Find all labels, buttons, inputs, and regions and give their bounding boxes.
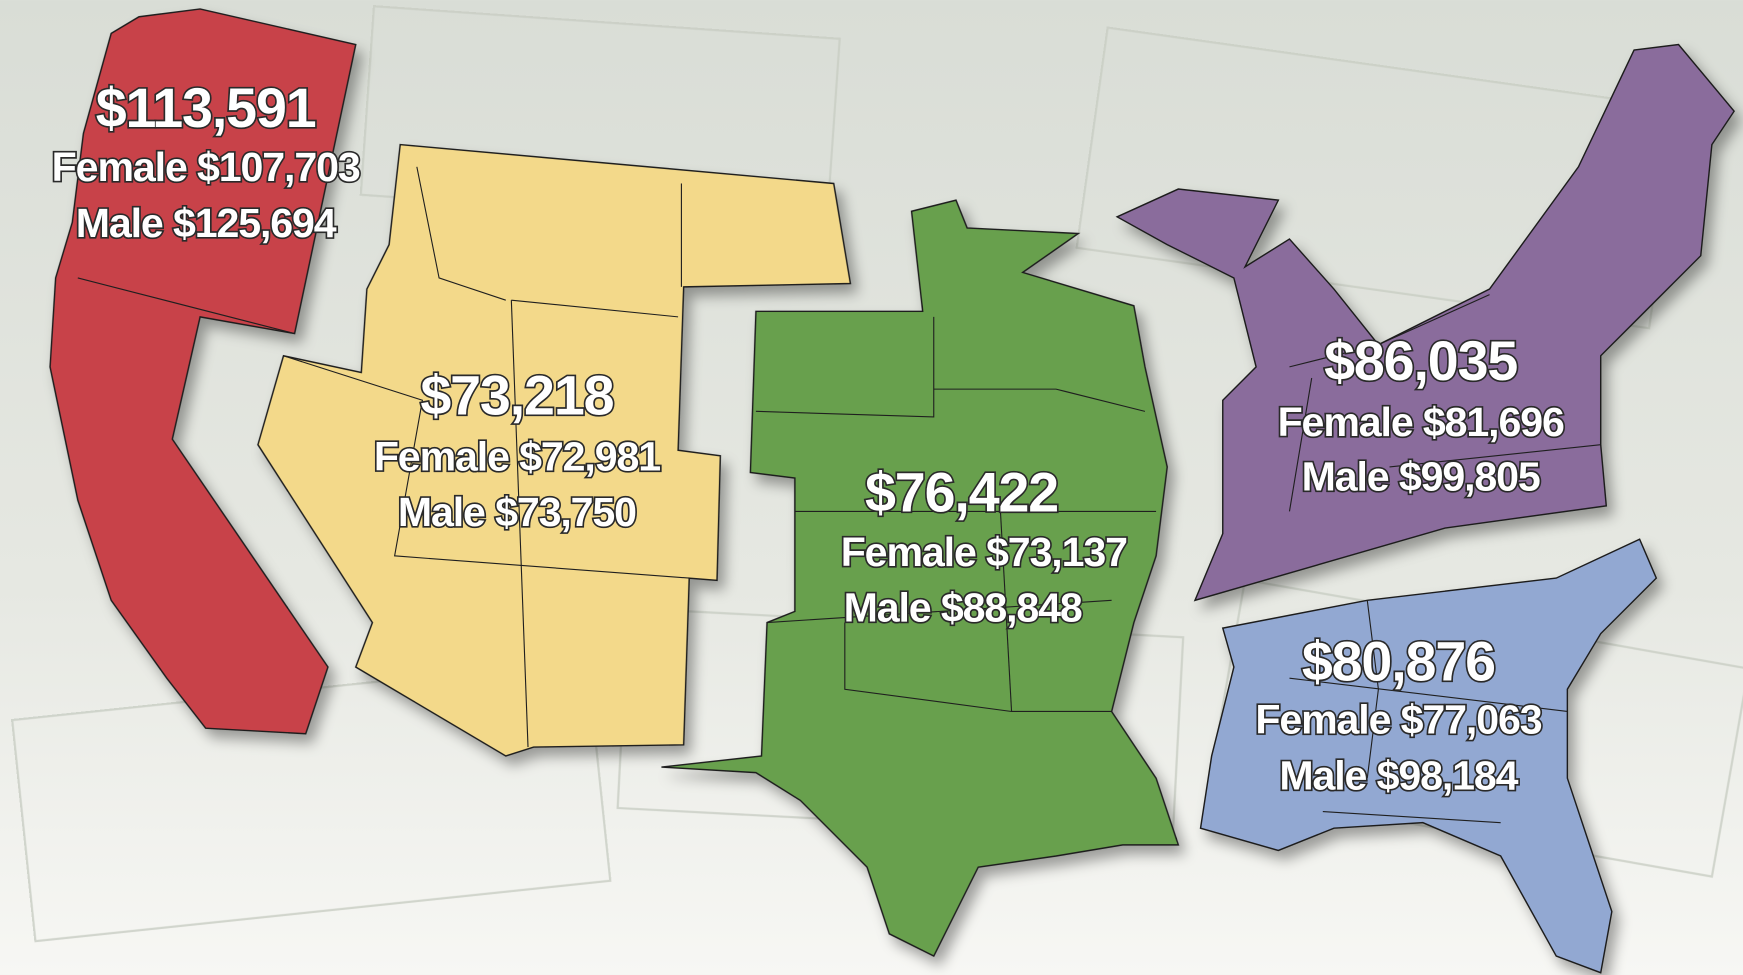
female-salary-central: Female $73,137 — [841, 529, 1127, 575]
total-salary-mountain: $73,218 — [420, 365, 613, 427]
region-west-coast — [49, 8, 357, 735]
region-southeast — [1199, 538, 1658, 974]
female-salary-mountain: Female $72,981 — [374, 433, 660, 479]
male-salary-southeast: Male $98,184 — [1279, 752, 1518, 798]
male-salary-mountain: Male $73,750 — [398, 489, 636, 535]
male-salary-central: Male $88,848 — [844, 584, 1082, 630]
female-salary-west-coast: Female $107,703 — [52, 144, 360, 190]
label-mountain: $73,218 Female $72,981 Male $73,750 — [372, 363, 663, 536]
label-west-coast: $113,591 Female $107,703 Male $125,694 — [50, 75, 363, 247]
total-salary-central: $76,422 — [865, 461, 1058, 523]
male-salary-west-coast: Male $125,694 — [76, 200, 337, 246]
total-salary-southeast: $80,876 — [1302, 630, 1495, 692]
female-salary-southeast: Female $77,063 — [1255, 697, 1541, 743]
state-borders — [77, 166, 1601, 824]
female-salary-northeast: Female $81,696 — [1278, 399, 1564, 445]
region-mountain — [257, 143, 852, 757]
region-northeast — [1115, 43, 1736, 602]
male-salary-northeast: Male $99,805 — [1302, 453, 1540, 499]
label-central: $76,422 Female $73,137 Male $88,848 — [839, 460, 1130, 632]
label-northeast: $86,035 Female $81,696 Male $99,805 — [1276, 329, 1567, 501]
total-salary-northeast: $86,035 — [1324, 330, 1517, 392]
total-salary-west-coast: $113,591 — [96, 77, 316, 139]
label-southeast: $80,876 Female $77,063 Male $98,184 — [1254, 629, 1545, 800]
